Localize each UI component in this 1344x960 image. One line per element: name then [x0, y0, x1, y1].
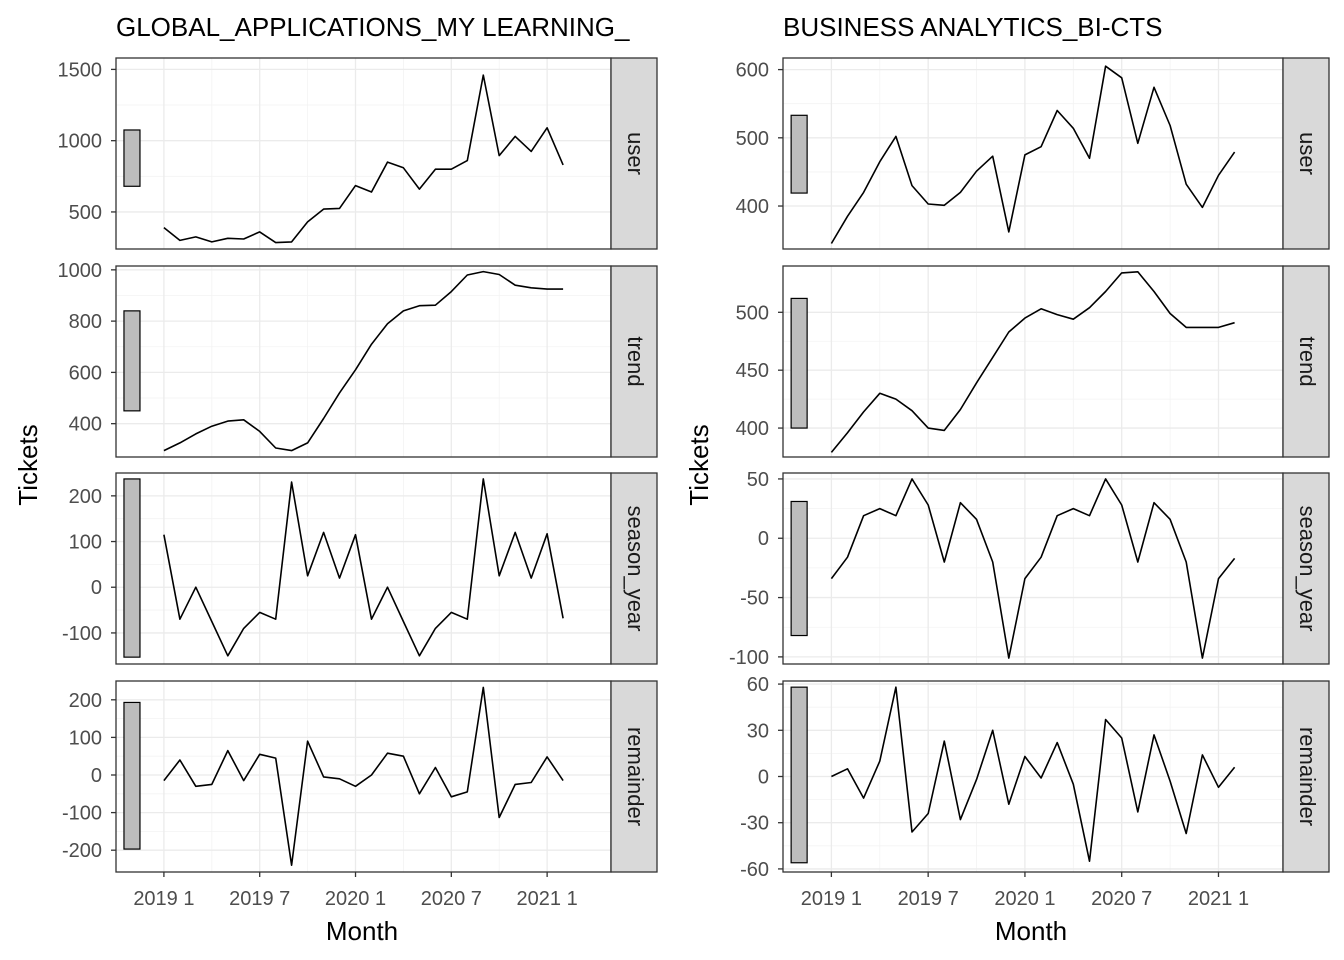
y-tick-label: -50	[740, 588, 769, 610]
series-line-season_year	[830, 478, 1236, 659]
y-tick-label: 0	[91, 577, 102, 599]
series-line-trend	[163, 270, 564, 452]
facet-strip-label: trend	[623, 336, 648, 386]
y-tick-label: -100	[729, 647, 769, 669]
y-tick-label: 400	[69, 414, 102, 436]
facet-strip-label: remainder	[623, 727, 648, 826]
left-panel-group: GLOBAL_APPLICATIONS_MY LEARNING_ Tickets…	[13, 12, 658, 946]
facet-trend: 400 600 800 1000 trend	[58, 260, 658, 458]
y-tick-label: 1500	[58, 59, 103, 81]
y-tick-label: 400	[736, 196, 769, 218]
y-tick-label: 800	[69, 311, 102, 333]
facet-user: 400 500 600 user	[736, 57, 1330, 250]
x-axis-title-left: Month	[326, 916, 398, 946]
panel-background	[116, 473, 611, 664]
y-tick-label: 500	[736, 128, 769, 150]
panel-background	[116, 681, 611, 872]
y-tick-label: 450	[736, 360, 769, 382]
y-tick-label: 200	[69, 486, 102, 508]
chart-title-right: BUSINESS ANALYTICS_BI-CTS	[783, 12, 1163, 42]
y-tick-label: 400	[736, 418, 769, 440]
facet-trend: 400 450 500 trend	[736, 265, 1330, 458]
x-tick-label: 2020 1	[325, 888, 386, 910]
y-tick-label: 100	[69, 532, 102, 554]
facet-remainder: -200 -100 0 100 200 remainder 2019 1 2019 7 2020…	[62, 680, 658, 910]
range-bar	[123, 478, 141, 658]
x-tick-label: 2019 1	[801, 888, 862, 910]
y-axis-title-right: Tickets	[684, 424, 714, 505]
series-line-remainder	[831, 686, 1236, 863]
panel-background	[783, 266, 1283, 457]
y-tick-label: 100	[69, 727, 102, 749]
range-bar	[123, 310, 141, 412]
series-line-remainder	[163, 686, 564, 867]
y-tick-label: 600	[69, 362, 102, 384]
range-bar	[123, 701, 141, 850]
x-tick-label: 2019 7	[229, 888, 290, 910]
y-tick-label: 30	[747, 720, 769, 742]
facet-strip-label: season_year	[1295, 506, 1320, 632]
x-tick-label: 2020 7	[421, 888, 482, 910]
facets-left: 50010001500user4006008001000trend-100010…	[58, 57, 658, 910]
y-tick-label: -200	[62, 840, 102, 862]
y-tick-label: 1000	[58, 131, 103, 153]
range-bar	[123, 129, 141, 187]
facet-strip-label: trend	[1295, 336, 1320, 386]
facet-strip-label: user	[1295, 132, 1320, 175]
facet-strip	[610, 57, 658, 250]
x-tick-label: 2019 7	[898, 888, 959, 910]
y-tick-label: 600	[736, 60, 769, 82]
y-tick-label: -30	[740, 813, 769, 835]
y-tick-label: 500	[69, 202, 102, 224]
facet-strip	[1282, 265, 1330, 458]
y-tick-label: -100	[62, 623, 102, 645]
y-tick-label: 60	[747, 674, 769, 696]
panel-background	[783, 58, 1283, 249]
panel-background	[116, 266, 611, 457]
facet-strip	[610, 472, 658, 665]
range-bar	[790, 686, 808, 864]
facet-user: 500 1000 1500 user	[58, 57, 658, 250]
y-tick-label: -100	[62, 803, 102, 825]
facet-season_year: -100 -50 0 50 season_year	[729, 469, 1330, 669]
y-tick-label: 0	[758, 528, 769, 550]
chart-title-left: GLOBAL_APPLICATIONS_MY LEARNING_	[116, 12, 630, 42]
facet-strip	[1282, 680, 1330, 873]
panel-background	[116, 58, 611, 249]
series-line-user	[830, 65, 1236, 244]
y-tick-label: 0	[91, 765, 102, 787]
y-tick-label: 200	[69, 690, 102, 712]
right-panel-group: BUSINESS ANALYTICS_BI-CTS Tickets Month …	[684, 12, 1330, 946]
facet-strip	[1282, 57, 1330, 250]
facet-strip-label: user	[623, 132, 648, 175]
x-tick-label: 2020 7	[1091, 888, 1152, 910]
range-bar	[790, 500, 808, 637]
x-tick-label: 2019 1	[133, 888, 194, 910]
y-axis-title-left: Tickets	[13, 424, 43, 505]
x-axis-title-right: Month	[995, 916, 1067, 946]
range-bar	[790, 297, 808, 429]
y-tick-label: 1000	[58, 260, 103, 282]
facet-strip	[1282, 472, 1330, 665]
series-line-user	[163, 74, 564, 244]
facet-strip-label: remainder	[1295, 727, 1320, 826]
x-tick-label: 2021 1	[1188, 888, 1249, 910]
series-line-trend	[830, 270, 1235, 453]
range-bar	[790, 114, 808, 194]
y-tick-label: 50	[747, 469, 769, 491]
x-tick-label: 2020 1	[994, 888, 1055, 910]
facet-strip	[610, 680, 658, 873]
facet-strip	[610, 265, 658, 458]
facet-remainder: -60 -30 0 30 60 remainder 2019 1 2019 7 2020 1 20…	[740, 674, 1330, 910]
facet-season_year: -100 0 100 200 season_year	[62, 472, 658, 665]
y-tick-label: -60	[740, 859, 769, 881]
y-tick-label: 0	[758, 767, 769, 789]
facet-strip-label: season_year	[623, 506, 648, 632]
x-tick-label: 2021 1	[517, 888, 578, 910]
y-tick-label: 500	[736, 302, 769, 324]
series-line-season_year	[163, 478, 564, 657]
facets-right: 400500600user400450500trend-100-50050sea…	[729, 57, 1330, 910]
